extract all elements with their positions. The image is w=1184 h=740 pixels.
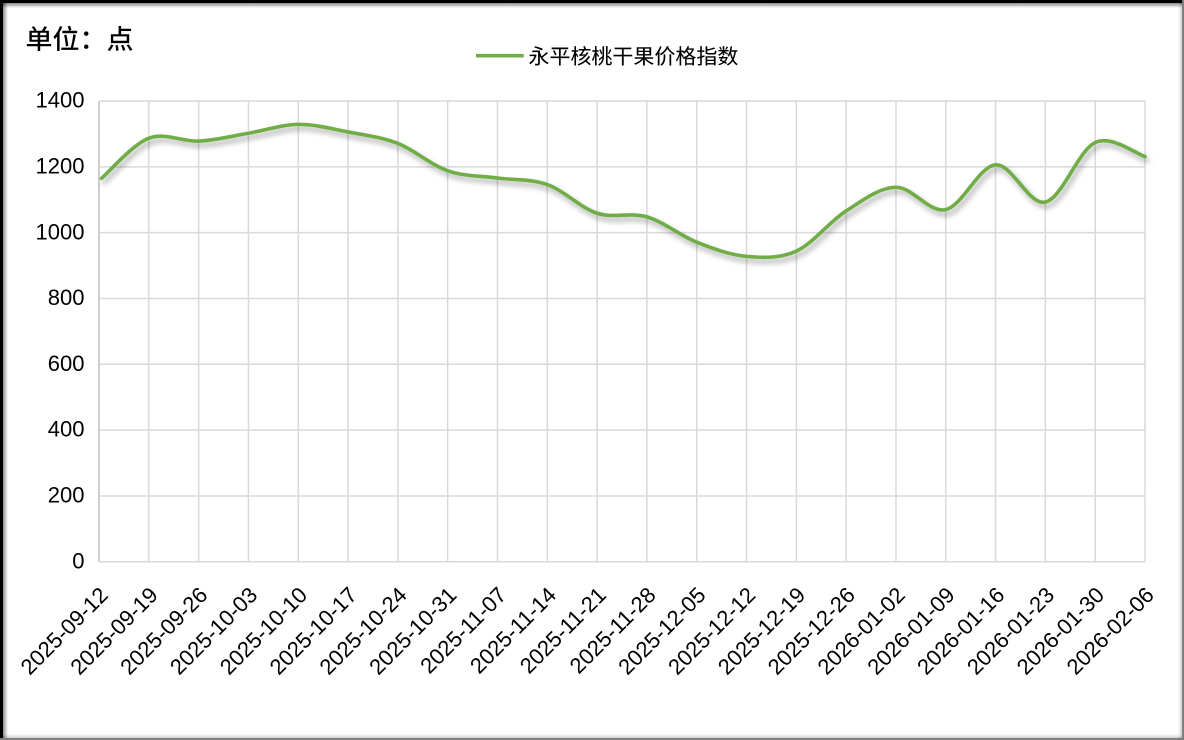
svg-text:1000: 1000 [36, 219, 85, 244]
svg-text:1400: 1400 [36, 88, 85, 113]
svg-text:600: 600 [48, 351, 85, 376]
svg-text:800: 800 [48, 285, 85, 310]
svg-text:0: 0 [72, 548, 84, 573]
svg-text:400: 400 [48, 417, 85, 442]
svg-text:1200: 1200 [36, 153, 85, 178]
svg-text:200: 200 [48, 483, 85, 508]
